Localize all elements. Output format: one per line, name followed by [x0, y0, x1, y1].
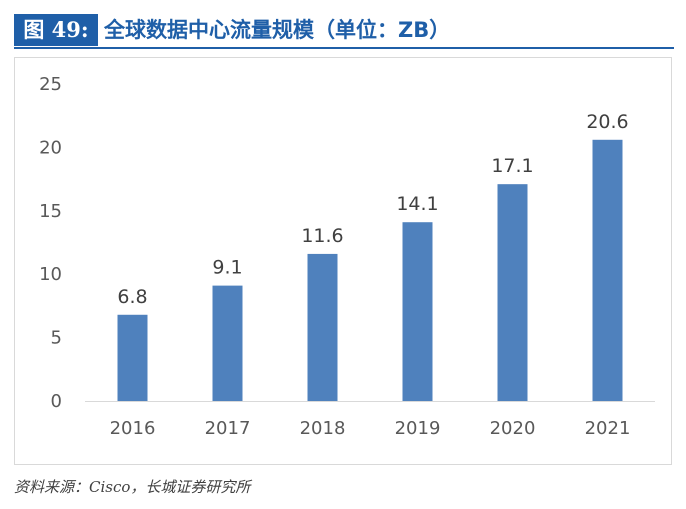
bar: [117, 314, 148, 401]
bar-chart: 0 5 10 15 20 25 6.8 2016 9.1 2017 11.6 2018 14.1 2019…: [39, 74, 655, 439]
bar: [307, 253, 338, 401]
y-tick-label: 10: [39, 264, 62, 285]
bar: [497, 184, 528, 401]
y-tick-label: 0: [51, 391, 62, 412]
x-tick-label: 2017: [205, 418, 251, 439]
x-tick-label: 2020: [490, 418, 536, 439]
chart-frame: 0 5 10 15 20 25 6.8 2016 9.1 2017 11.6 2018 14.1 2019…: [14, 57, 672, 465]
bar: [212, 285, 243, 401]
bar: [402, 222, 433, 401]
y-tick-label: 15: [39, 201, 62, 222]
figure-header: 图 49: 全球数据中心流量规模（单位：ZB）: [0, 14, 686, 46]
bar: [592, 139, 623, 401]
data-label: 17.1: [491, 155, 533, 177]
y-tick-label: 20: [39, 137, 62, 158]
data-label: 9.1: [212, 257, 242, 279]
y-tick-label: 25: [39, 74, 62, 95]
data-label: 6.8: [117, 286, 147, 308]
data-label: 14.1: [396, 193, 438, 215]
y-tick-label: 5: [51, 328, 62, 349]
x-tick-label: 2018: [300, 418, 346, 439]
figure-title: 全球数据中心流量规模（单位：ZB）: [104, 18, 451, 42]
data-label: 11.6: [301, 225, 343, 247]
source-note: 资料来源：Cisco，长城证券研究所: [14, 478, 251, 496]
x-tick-label: 2019: [395, 418, 441, 439]
figure-number-label: 图 49:: [14, 14, 98, 46]
title-underline-rule: [14, 47, 674, 49]
x-tick-label: 2016: [110, 418, 156, 439]
x-tick-label: 2021: [585, 418, 631, 439]
data-label: 20.6: [586, 111, 628, 133]
